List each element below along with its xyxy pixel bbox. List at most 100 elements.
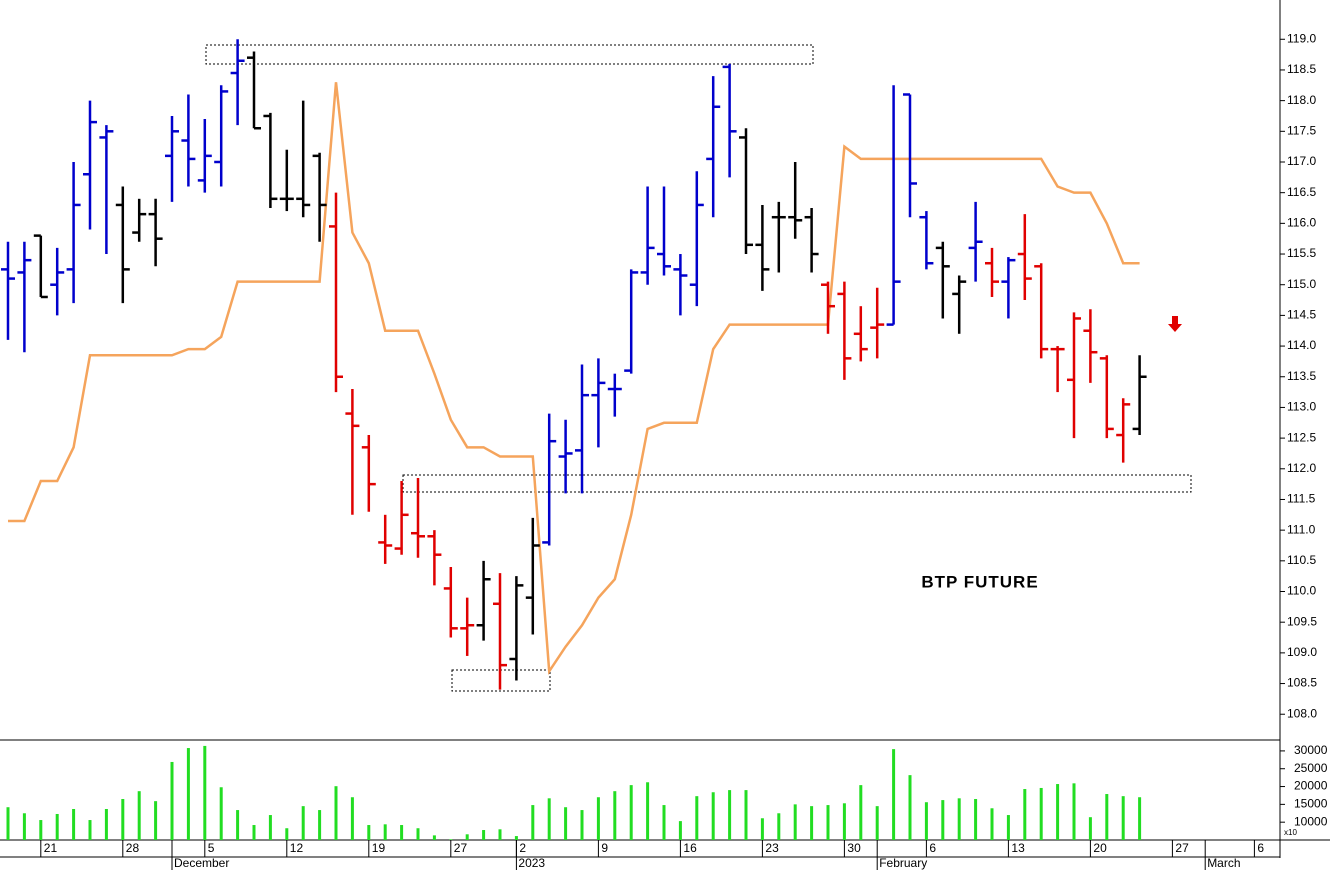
volume-bar	[514, 836, 518, 840]
month-label: February	[879, 856, 927, 870]
volume-bar	[1088, 817, 1092, 840]
y-tick-label: 108.5	[1287, 676, 1317, 690]
y-tick-label: 117.5	[1287, 123, 1316, 137]
month-label: March	[1207, 856, 1240, 870]
x-tick-label: 9	[601, 841, 608, 855]
volume-bar	[1121, 796, 1125, 840]
volume-tick-label: 30000	[1294, 743, 1328, 757]
volume-bar	[350, 797, 354, 840]
volume-bar	[859, 785, 863, 840]
volume-bar	[22, 813, 26, 840]
support-zone	[402, 474, 1192, 493]
volume-bar	[777, 813, 781, 840]
volume-bar	[629, 785, 633, 840]
volume-bar	[1138, 797, 1142, 840]
volume-bar	[974, 799, 978, 840]
volume-bar	[367, 825, 371, 840]
volume-bar	[416, 828, 420, 840]
volume-bar	[596, 797, 600, 840]
y-tick-label: 115.5	[1287, 246, 1316, 260]
x-tick-label: 23	[765, 841, 779, 855]
volume-bar	[219, 787, 223, 840]
volume-bar	[957, 798, 961, 840]
volume-bar	[6, 807, 10, 840]
y-tick-label: 119.0	[1287, 31, 1316, 45]
month-label: December	[174, 856, 229, 870]
volume-bar	[793, 804, 797, 840]
volume-bar	[531, 805, 535, 840]
volume-bar	[1006, 815, 1010, 840]
volume-bar	[236, 810, 240, 840]
y-tick-label: 112.5	[1287, 430, 1316, 444]
volume-bar	[72, 808, 76, 840]
volume-bar	[39, 820, 43, 840]
y-tick-label: 114.5	[1287, 308, 1316, 322]
x-tick-label: 27	[454, 841, 468, 855]
x-tick-label: 30	[847, 841, 861, 855]
resistance-zone	[205, 44, 814, 65]
volume-bar	[580, 810, 584, 840]
down-arrow	[1168, 316, 1182, 332]
volume-bar	[564, 807, 568, 840]
x-tick-label: 5	[208, 841, 215, 855]
x-tick-label: 27	[1175, 841, 1189, 855]
y-tick-label: 111.0	[1287, 522, 1316, 536]
volume-bar	[760, 818, 764, 840]
y-tick-label: 115.0	[1287, 277, 1316, 291]
volume-bar	[465, 834, 469, 840]
volume-bar	[170, 761, 174, 840]
volume-bar	[892, 749, 896, 840]
volume-bar	[744, 790, 748, 840]
volume-bar	[711, 792, 715, 840]
volume-bar	[695, 796, 699, 840]
overlay-line	[8, 82, 1140, 675]
volume-tick-label: 20000	[1294, 779, 1328, 793]
y-tick-label: 116.5	[1287, 185, 1316, 199]
volume-bar	[646, 782, 650, 840]
volume-bar	[924, 802, 928, 840]
y-tick-label: 111.5	[1287, 492, 1316, 506]
y-tick-label: 110.5	[1287, 553, 1316, 567]
y-tick-label: 108.0	[1287, 706, 1317, 720]
volume-bar	[482, 830, 486, 840]
volume-bar	[547, 798, 551, 840]
volume-bar	[498, 829, 502, 840]
x-tick-label: 21	[44, 841, 58, 855]
volume-bar	[121, 799, 125, 840]
x-tick-label: 20	[1093, 841, 1107, 855]
volume-bar	[449, 839, 453, 840]
y-tick-label: 118.5	[1287, 62, 1316, 76]
volume-bar	[1039, 787, 1043, 840]
volume-bar	[1105, 794, 1109, 840]
chart-title: BTP FUTURE	[921, 572, 1038, 591]
y-tick-label: 109.0	[1287, 645, 1317, 659]
volume-bar	[826, 805, 830, 840]
volume-bar	[1023, 789, 1027, 840]
volume-bar	[334, 786, 338, 840]
y-tick-label: 112.0	[1287, 461, 1316, 475]
volume-bar	[662, 805, 666, 840]
volume-bar	[990, 808, 994, 840]
volume-unit: x10	[1284, 828, 1297, 837]
x-tick-label: 13	[1011, 841, 1025, 855]
volume-bar	[941, 800, 945, 840]
y-tick-label: 109.5	[1287, 614, 1317, 628]
volume-bar	[908, 775, 912, 840]
volume-bar	[728, 790, 732, 840]
volume-bar	[55, 813, 59, 840]
x-tick-label: 28	[126, 841, 140, 855]
volume-bar	[400, 825, 404, 840]
volume-bar	[1056, 784, 1060, 840]
y-tick-label: 118.0	[1287, 93, 1316, 107]
month-label: 2023	[518, 856, 545, 870]
volume-bar	[678, 821, 682, 840]
volume-tick-label: 15000	[1294, 797, 1328, 811]
volume-bar	[88, 820, 92, 840]
volume-bar	[203, 745, 207, 840]
volume-bar	[875, 806, 879, 840]
x-tick-label: 6	[1257, 841, 1264, 855]
x-tick-label: 6	[929, 841, 936, 855]
volume-bar	[301, 806, 305, 840]
y-tick-label: 113.5	[1287, 369, 1316, 383]
y-tick-label: 113.0	[1287, 400, 1316, 414]
